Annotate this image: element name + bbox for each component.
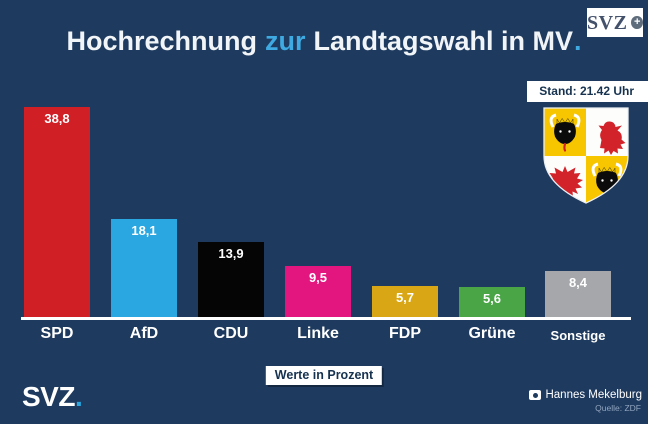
bar-spd: 38,8 xyxy=(24,107,90,317)
bar-fdp: 5,7 xyxy=(372,286,438,317)
x-axis-label-fdp: FDP xyxy=(389,325,421,342)
timestamp-badge: Stand: 21.42 Uhr xyxy=(527,81,648,102)
x-axis-label-afd: AfD xyxy=(129,325,159,342)
x-axis-label-linke: Linke xyxy=(297,325,339,342)
bar-value-label: 18,1 xyxy=(131,223,157,238)
bull-head-charge xyxy=(549,113,581,152)
bar-cdu: 13,9 xyxy=(198,242,264,317)
mv-coat-of-arms-icon xyxy=(543,107,629,204)
bar-value-label: 9,5 xyxy=(308,270,328,285)
bar-linke: 9,5 xyxy=(285,266,351,317)
x-axis-label-cdu: CDU xyxy=(213,325,249,342)
photo-credit: Hannes Mekelburg Quelle: ZDF xyxy=(529,389,642,413)
source-label: Quelle: ZDF xyxy=(595,403,641,413)
x-axis-label-grüne: Grüne xyxy=(468,325,516,342)
bar-sonstige: 8,4 xyxy=(545,271,611,317)
title-part1: Hochrechnung xyxy=(66,26,257,56)
bar-value-label: 5,6 xyxy=(482,291,502,306)
bar-grüne: 5,6 xyxy=(459,287,525,317)
bar-value-label: 8,4 xyxy=(568,275,588,290)
camera-icon xyxy=(529,390,542,400)
svz-plus-text: SVZ xyxy=(587,11,628,34)
bar-value-label: 38,8 xyxy=(44,111,70,126)
unit-note-badge: Werte in Prozent xyxy=(265,366,383,385)
griffin-charge xyxy=(598,121,626,155)
svz-logo-dot: . xyxy=(74,381,83,412)
svz-logo: SVZ. xyxy=(22,381,83,412)
title-part2: Landtagswahl in MV xyxy=(313,26,574,56)
x-axis-label-sonstige: Sonstige xyxy=(550,328,606,343)
svz-logo-text: SVZ xyxy=(22,381,75,412)
title-highlight: zur xyxy=(264,26,306,56)
x-axis-line xyxy=(21,317,631,320)
bar-value-label: 13,9 xyxy=(218,246,244,261)
bar-value-label: 5,7 xyxy=(395,290,415,305)
bar-afd: 18,1 xyxy=(111,219,177,317)
svz-plus-logo: SVZ + xyxy=(587,8,643,37)
title-period: . xyxy=(574,26,582,56)
x-axis-label-spd: SPD xyxy=(40,325,74,342)
photographer-name: Hannes Mekelburg xyxy=(545,389,642,401)
page-title: Hochrechnung zur Landtagswahl in MV. xyxy=(0,26,648,57)
plus-icon: + xyxy=(631,16,643,29)
